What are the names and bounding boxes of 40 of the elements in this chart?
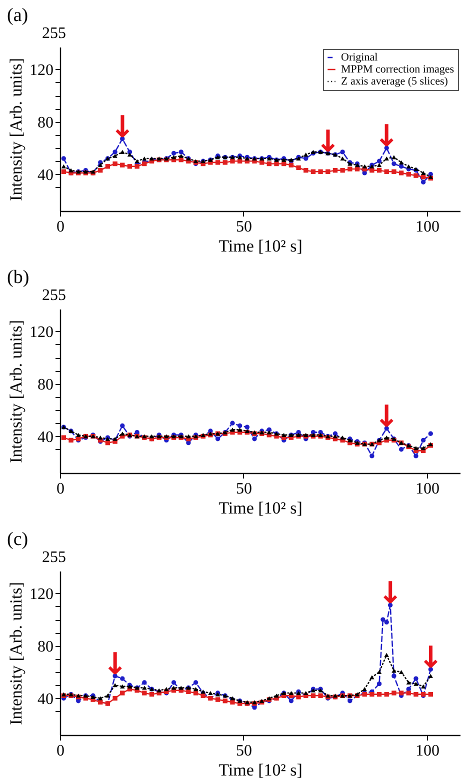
x-tick-label: 100 <box>415 742 440 760</box>
annotation: ↓ <box>315 124 340 160</box>
annotation: ↓ <box>102 646 128 682</box>
annotation: ↓ <box>418 640 444 676</box>
legend-label: MPPM correction images <box>341 64 454 76</box>
x-tick-label: 100 <box>415 480 440 498</box>
y-axis-title: Intensity [Arb. units] <box>6 320 26 464</box>
legend-label: Z axis average (5 slices) <box>341 76 448 88</box>
legend-label: Original <box>341 52 378 64</box>
y-tick-label: 40 <box>38 690 54 708</box>
text: 255 <box>42 549 66 566</box>
text: 255 <box>42 287 66 304</box>
annotation: ↓ <box>378 576 403 612</box>
annotation: ↓ <box>374 399 400 434</box>
y-tick-label: 80 <box>38 638 54 656</box>
chart-title: (c) <box>7 529 28 550</box>
y-tick-label: 80 <box>38 114 54 132</box>
y-axis-title: Intensity [Arb. units] <box>6 58 26 202</box>
x-tick-label: 0 <box>56 218 64 236</box>
x-tick-label: 0 <box>56 480 64 498</box>
x-tick-label: 100 <box>415 218 440 236</box>
y-tick-label: 120 <box>30 586 54 603</box>
x-tick-label: 50 <box>236 480 252 498</box>
y-axis-title: Intensity [Arb. units] <box>6 582 26 726</box>
x-tick-label: 50 <box>236 218 252 236</box>
y-tick-label: 120 <box>30 62 54 79</box>
text: 255 <box>42 25 66 42</box>
y-tick-label: 40 <box>38 428 54 446</box>
x-axis-title: Time [10² s] <box>218 760 302 779</box>
annotation: ↓ <box>374 119 400 154</box>
y-tick-label: 80 <box>38 376 54 394</box>
y-tick-label: 40 <box>38 166 54 184</box>
x-tick-label: 0 <box>56 742 64 760</box>
annotation: ↓ <box>110 110 135 145</box>
x-axis-title: Time [10² s] <box>218 236 302 256</box>
y-tick-label: 120 <box>30 324 54 341</box>
x-axis-title: Time [10² s] <box>218 498 302 518</box>
chart-title: (b) <box>7 267 30 288</box>
chart-title: (a) <box>7 5 28 26</box>
x-tick-label: 50 <box>236 742 252 760</box>
